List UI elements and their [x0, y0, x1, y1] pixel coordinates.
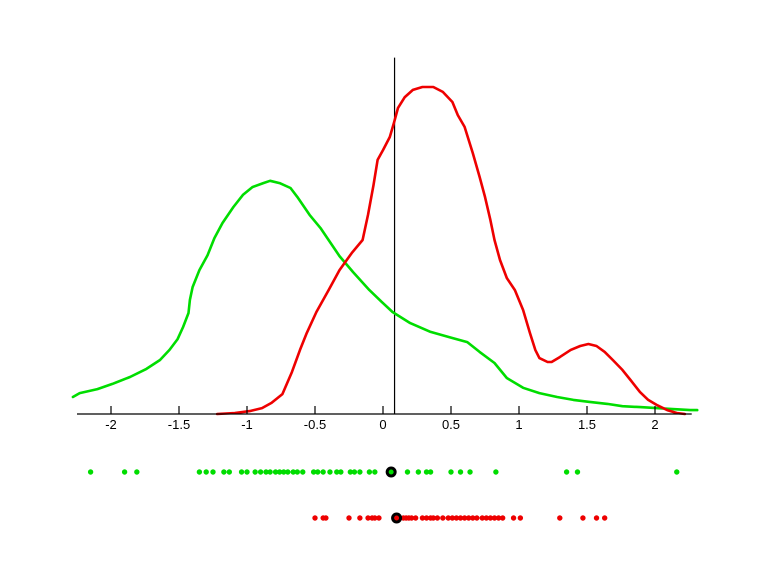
green-samples-point — [285, 469, 291, 475]
green-samples-point — [257, 469, 264, 475]
green-samples-point — [347, 469, 354, 475]
red-density-curve — [215, 85, 687, 416]
red-samples-point — [491, 515, 498, 521]
green-samples-point — [244, 469, 250, 475]
green-samples-point — [263, 469, 269, 475]
green-samples-point — [134, 469, 140, 475]
green-samples-point — [315, 469, 321, 475]
red-samples-point — [408, 515, 415, 521]
x-tick-label-0: -2 — [105, 417, 117, 432]
red-samples-point — [510, 515, 517, 521]
red-samples-point — [557, 515, 563, 521]
green-samples-highlighted-point — [385, 466, 397, 478]
green-samples-point — [221, 469, 227, 475]
green-density-curve — [71, 179, 699, 412]
green-samples-point — [457, 469, 464, 475]
red-samples-point — [323, 515, 329, 521]
red-samples-point — [434, 515, 441, 521]
green-samples-point — [357, 469, 363, 475]
red-samples-point — [465, 515, 472, 521]
green-samples-point — [267, 469, 273, 475]
x-tick-label-2: -1 — [241, 417, 253, 432]
green-samples-point — [238, 469, 245, 475]
green-samples-point — [310, 469, 317, 475]
green-samples-point — [320, 469, 326, 475]
green-samples-point — [366, 469, 373, 475]
red-samples-point — [423, 515, 430, 521]
green-samples-point — [300, 469, 306, 475]
green-samples-point — [423, 469, 430, 475]
green-samples-point — [404, 469, 411, 475]
green-samples-point — [338, 469, 344, 475]
red-samples-point — [517, 515, 524, 521]
green-samples-point — [674, 469, 680, 475]
green-samples-point — [327, 469, 333, 475]
red-samples-point — [440, 515, 446, 521]
green-samples-point — [121, 469, 128, 475]
red-samples-point — [346, 515, 352, 521]
red-samples-point — [483, 515, 490, 521]
red-samples-point — [580, 515, 586, 521]
red-samples-point — [453, 515, 460, 521]
red-samples-point — [457, 515, 464, 521]
red-samples-point — [357, 515, 363, 521]
red-samples-point — [470, 515, 476, 521]
red-samples-highlighted-point — [391, 512, 403, 524]
green-samples-point — [196, 469, 203, 475]
red-samples-point — [461, 515, 468, 521]
red-samples-point — [593, 515, 600, 521]
green-samples-point — [351, 469, 358, 475]
x-tick-label-8: 2 — [651, 417, 658, 432]
green-samples-point — [563, 469, 570, 475]
green-samples-point — [574, 469, 581, 475]
x-tick-label-5: 0.5 — [442, 417, 460, 432]
red-samples-point — [495, 515, 502, 521]
green-samples-point — [415, 469, 422, 475]
red-samples-point — [601, 515, 608, 521]
green-samples-point — [272, 469, 279, 475]
red-samples-point — [412, 515, 419, 521]
green-samples-point — [252, 469, 258, 475]
green-samples-point — [276, 469, 283, 475]
red-samples-point — [499, 515, 506, 521]
red-samples-point — [419, 515, 426, 521]
red-samples-point — [376, 515, 382, 521]
red-samples-point — [372, 515, 378, 521]
green-samples-point — [290, 469, 296, 475]
red-samples-point — [445, 515, 451, 521]
green-samples-point — [448, 469, 454, 475]
green-samples-point — [427, 469, 434, 475]
x-tick-label-4: 0 — [379, 417, 386, 432]
green-samples-point — [467, 469, 473, 475]
green-samples-point — [334, 469, 340, 475]
red-samples-point — [487, 515, 494, 521]
red-samples-point — [312, 515, 318, 521]
green-samples-point — [226, 469, 233, 475]
red-samples-point — [474, 515, 480, 521]
green-samples-point — [493, 469, 499, 475]
green-samples-point — [210, 469, 216, 475]
red-samples-point — [365, 515, 371, 521]
x-tick-label-6: 1 — [515, 417, 522, 432]
red-samples-point — [479, 515, 485, 521]
x-tick-label-3: -0.5 — [304, 417, 326, 432]
green-samples-point — [281, 469, 287, 475]
green-samples-point — [294, 469, 301, 475]
green-samples-point — [372, 469, 378, 475]
green-samples-point — [203, 469, 209, 475]
x-tick-label-1: -1.5 — [168, 417, 190, 432]
x-tick-label-7: 1.5 — [578, 417, 596, 432]
green-samples-point — [87, 469, 94, 475]
red-samples-point — [430, 515, 437, 521]
red-samples-point — [449, 515, 456, 521]
